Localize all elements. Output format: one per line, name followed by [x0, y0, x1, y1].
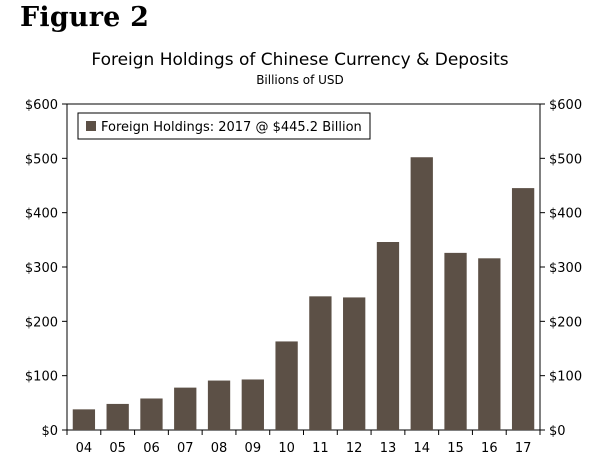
x-tick-label-11: 11	[312, 441, 329, 456]
y-tick-label-right: $600	[549, 98, 582, 113]
bar-08	[207, 380, 231, 430]
y-tick-label-left: $200	[25, 315, 58, 330]
y-tick-label-right: $0	[549, 424, 566, 439]
x-tick-label-09: 09	[245, 441, 262, 456]
y-tick-label-left: $100	[25, 370, 58, 385]
x-tick-label-05: 05	[109, 441, 126, 456]
bar-04	[72, 409, 96, 430]
bar-13	[376, 242, 400, 430]
y-tick-label-left: $300	[25, 261, 58, 276]
x-tick-label-15: 15	[447, 441, 464, 456]
x-tick-label-07: 07	[177, 441, 194, 456]
bar-11	[309, 296, 332, 430]
bar-09	[241, 379, 264, 430]
figure-label: Figure 2	[20, 2, 150, 33]
bar-06	[140, 398, 163, 430]
bar-17	[511, 188, 535, 430]
y-tick-label-left: $500	[25, 152, 58, 167]
bar-15	[444, 252, 467, 430]
plot-frame	[66, 103, 541, 431]
bar-05	[106, 403, 129, 430]
x-tick-label-14: 14	[413, 441, 430, 456]
y-tick-label-right: $200	[549, 315, 582, 330]
legend	[77, 112, 371, 140]
x-tick-label-12: 12	[346, 441, 363, 456]
bar-16	[478, 258, 501, 430]
y-tick-label-left: $400	[25, 207, 58, 222]
legend-swatch	[86, 121, 96, 131]
x-tick-label-08: 08	[211, 441, 228, 456]
y-tick-label-right: $500	[549, 152, 582, 167]
x-tick-label-13: 13	[380, 441, 397, 456]
chart-title: Foreign Holdings of Chinese Currency & D…	[91, 50, 509, 70]
y-tick-label-right: $100	[549, 370, 582, 385]
bar-10	[275, 341, 298, 430]
bar-14	[410, 157, 433, 430]
y-tick-label-right: $400	[549, 207, 582, 222]
x-tick-label-04: 04	[76, 441, 93, 456]
bar-07	[174, 387, 197, 430]
chart-subtitle: Billions of USD	[256, 73, 344, 87]
x-tick-label-10: 10	[278, 441, 295, 456]
x-tick-label-06: 06	[143, 441, 160, 456]
x-tick-label-17: 17	[515, 441, 532, 456]
legend-label: Foreign Holdings: 2017 @ $445.2 Billion	[101, 120, 362, 135]
y-tick-label-right: $300	[549, 261, 582, 276]
y-tick-label-left: $600	[25, 98, 58, 113]
bar-12	[343, 297, 366, 430]
y-tick-label-left: $0	[41, 424, 58, 439]
x-tick-label-16: 16	[481, 441, 498, 456]
